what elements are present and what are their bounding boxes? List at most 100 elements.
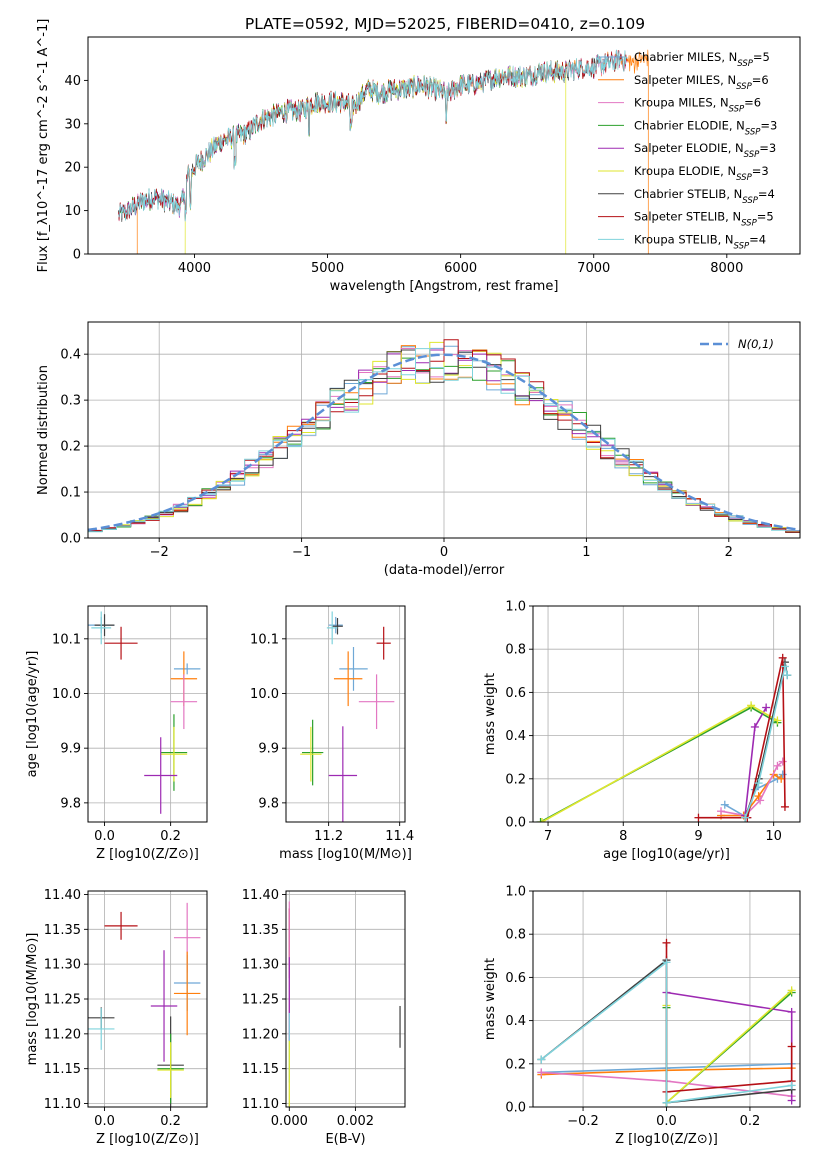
errorbar-point <box>157 1042 184 1098</box>
figure-title: PLATE=0592, MJD=52025, FIBERID=0410, z=0… <box>245 15 645 33</box>
y-tick-label: 11.35 <box>44 923 81 938</box>
x-tick-label: 1 <box>582 545 590 560</box>
y-tick-label: 0.2 <box>505 1057 526 1072</box>
y-tick-label: 11.30 <box>242 958 279 973</box>
plot-area-spectrum <box>118 49 649 254</box>
x-axis-label: (data-model)/error <box>384 563 505 578</box>
y-tick-label: 30 <box>64 117 81 132</box>
x-tick-label: 0.2 <box>160 829 181 844</box>
y-axis-label: age [log10(age/yr)] <box>25 651 40 778</box>
x-tick-label: 4000 <box>178 261 211 276</box>
histogram-step <box>88 348 800 533</box>
y-tick-label: 9.9 <box>258 742 279 757</box>
y-tick-label: 0.8 <box>505 643 526 658</box>
legend-entry: Chabrier ELODIE, NSSP=3 <box>634 118 777 137</box>
axes-mass_vs_Z: 0.0 0.2 11.10 11.15 11.20 11.25 11.30 11.35 11.4… <box>25 888 208 1147</box>
gaussian-curve <box>88 353 800 532</box>
y-tick-label: 11.10 <box>242 1097 279 1112</box>
y-tick-label: 0 <box>73 248 81 263</box>
spectrum-line <box>118 50 628 222</box>
axes-frame <box>87 605 208 823</box>
x-tick-label: 5000 <box>311 261 344 276</box>
x-tick-label: 8 <box>619 829 627 844</box>
errorbar-point <box>333 651 363 707</box>
axes-frame <box>285 605 406 823</box>
x-tick-label: −2 <box>150 545 169 560</box>
errorbar-point <box>104 911 138 940</box>
x-tick-label: 9 <box>694 829 702 844</box>
y-tick-label: 1.0 <box>505 600 526 615</box>
spectrum-line <box>118 60 567 220</box>
spectrum-line <box>118 50 628 222</box>
y-tick-label: 10.1 <box>52 632 81 647</box>
y-tick-label: 11.30 <box>44 958 81 973</box>
x-axis-label: Z [log10(Z/Z⊙)] <box>615 1132 718 1147</box>
errorbar-point <box>170 674 198 730</box>
plot-area-residuals <box>88 339 800 533</box>
x-axis-label: Z [log10(Z/Z⊙)] <box>96 847 199 862</box>
y-tick-label: 0.4 <box>60 348 81 363</box>
errorbar-point <box>150 950 178 1062</box>
x-axis-label: age [log10(age/yr)] <box>603 847 730 862</box>
x-axis-label: E(B-V) <box>325 1132 365 1147</box>
plot-area-age_vs_mass <box>300 611 395 822</box>
y-tick-label: 11.20 <box>44 1027 81 1042</box>
errorbar-point <box>173 951 201 1036</box>
legend-entry: Kroupa ELODIE, NSSP=3 <box>634 164 769 183</box>
errorbar-point <box>332 618 343 635</box>
plot-area-mass_vs_Z <box>88 902 201 1107</box>
plot-area-massweight_vs_age <box>536 653 792 822</box>
massweight-line <box>698 657 786 819</box>
x-tick-label: 0.2 <box>740 1114 761 1129</box>
errorbar-point <box>301 719 324 786</box>
y-tick-label: 0.0 <box>505 1101 526 1116</box>
x-axis-label: wavelength [Angstrom, rest frame] <box>330 279 559 294</box>
spectrum-line <box>118 50 628 222</box>
errorbar-point <box>376 626 391 660</box>
axes-spectrum: 4000 5000 6000 7000 8000 0 10 20 30 40 wavelength … <box>36 19 801 294</box>
legend-entry: Salpeter ELODIE, NSSP=3 <box>634 141 776 160</box>
x-tick-label: −1 <box>292 545 311 560</box>
errorbar-point <box>358 674 395 730</box>
y-tick-label: 9.8 <box>60 796 81 811</box>
massweight-line <box>744 666 788 818</box>
x-axis-label: mass [log10(M/M⊙)] <box>279 847 412 862</box>
errorbar-point <box>94 614 115 637</box>
axes-frame <box>87 36 801 255</box>
x-tick-label: 0.0 <box>94 1114 115 1129</box>
y-tick-label: 1.0 <box>505 885 526 900</box>
y-tick-label: 10.0 <box>250 687 279 702</box>
spectrum-line <box>118 50 628 221</box>
x-tick-label: 0.2 <box>160 1114 181 1129</box>
y-tick-label: 0.2 <box>60 440 81 455</box>
massweight-line <box>540 706 778 822</box>
axes-age_vs_mass: 11.2 11.4 9.8 9.9 10.0 10.1 mass [log10(M/M⊙)] <box>250 605 414 862</box>
legend-entry: Kroupa STELIB, NSSP=4 <box>634 232 766 251</box>
errorbar-point <box>339 647 368 691</box>
legend-entry: Salpeter MILES, NSSP=6 <box>634 73 769 92</box>
y-axis-label: Normed distribution <box>36 365 51 495</box>
x-tick-label: 7 <box>544 829 552 844</box>
spectrum-line <box>118 49 628 222</box>
legend-entry: Kroupa MILES, NSSP=6 <box>634 96 761 115</box>
y-tick-label: 0.1 <box>60 486 81 501</box>
axes-residuals: −2 −1 0 1 2 0.0 0.1 0.2 0.3 0.4 (data-model)/error… <box>36 321 801 578</box>
y-tick-label: 11.25 <box>242 993 279 1008</box>
x-tick-label: 2 <box>725 545 733 560</box>
errorbar-point <box>173 663 201 675</box>
x-tick-label: −0.2 <box>567 1114 599 1129</box>
errorbar-point <box>144 737 178 814</box>
y-tick-label: 0.3 <box>60 394 81 409</box>
x-tick-label: 0.0 <box>656 1114 677 1129</box>
x-tick-label: 0.0 <box>94 829 115 844</box>
legend: Chabrier MILES, NSSP=5 Salpeter MILES, NS… <box>598 50 777 251</box>
y-tick-label: 0.2 <box>505 772 526 787</box>
x-tick-label: 11.4 <box>385 829 414 844</box>
y-tick-label: 10 <box>64 204 81 219</box>
x-tick-label: 0.000 <box>271 1114 308 1129</box>
legend-entry: N(0,1) <box>738 337 774 351</box>
axes-age_vs_Z: 0.0 0.2 9.8 9.9 10.0 10.1 Z [log10(Z/Z⊙)] age [… <box>25 605 208 862</box>
y-tick-label: 11.25 <box>44 993 81 1008</box>
x-tick-label: 8000 <box>710 261 743 276</box>
y-tick-label: 11.20 <box>242 1027 279 1042</box>
